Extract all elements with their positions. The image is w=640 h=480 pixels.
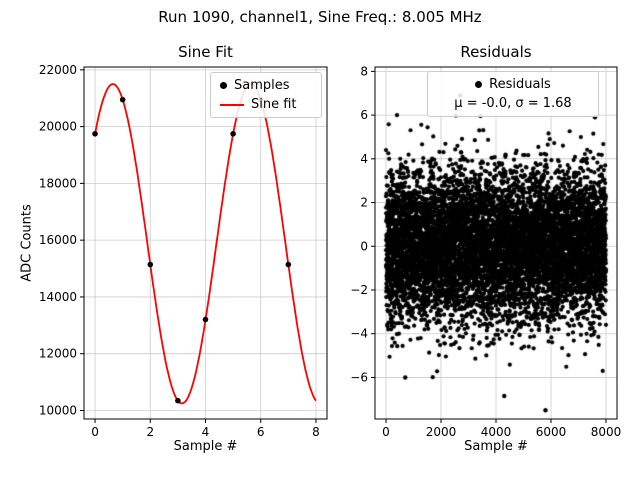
sample-point [202,316,209,323]
y-tick-label: −6 [350,370,368,384]
residuals-scatter-canvas [375,67,617,419]
y-tick-label: 16000 [39,233,77,247]
legend-entry-samples: Samples [220,76,312,95]
sample-point [285,261,292,268]
y-tick-label: 12000 [39,347,77,361]
y-tick-label: 0 [360,239,368,253]
sine-fit-legend: Samples Sine fit [210,72,322,118]
x-tick-label: 4 [202,425,210,439]
sample-point [175,397,181,404]
residuals-legend: Residuals μ = -0.0, σ = 1.68 [427,71,599,117]
y-tick-label: 4 [360,152,368,166]
sample-point [92,130,98,137]
residuals-stats-label: μ = -0.0, σ = 1.68 [454,96,572,111]
y-tick-label: 14000 [39,290,77,304]
residuals-dot-marker-icon [475,81,483,88]
x-tick-label: 6 [257,425,265,439]
x-tick-label: 4000 [481,425,512,439]
x-tick-label: 0 [382,425,390,439]
x-tick-label: 8 [312,425,320,439]
sine-fit-xaxis-label: Sample # [173,439,238,454]
samples-dot-marker-icon [220,82,227,89]
y-tick-label: 6 [360,108,368,122]
y-tick-label: 2 [360,196,368,210]
y-tick-label: 18000 [39,176,77,190]
residuals-xaxis-label: Sample # [464,439,528,454]
x-tick-label: 8000 [591,425,622,439]
x-tick-label: 6000 [536,425,567,439]
y-tick-label: 20000 [39,120,77,134]
legend-label-sine-fit: Sine fit [251,97,297,112]
sine-fit-yaxis-label: ADC Counts [19,204,35,282]
sine-fit-line-marker-icon [220,103,244,106]
residuals-plot-title: Residuals [460,43,532,61]
sample-point [147,261,154,268]
legend-entry-residuals: Residuals [437,75,589,94]
y-tick-label: 10000 [39,403,77,417]
y-tick-label: −2 [350,283,368,297]
sample-point [119,96,126,103]
sample-point [230,131,236,137]
legend-entry-sine-fit: Sine fit [220,95,312,114]
sine-fit-plot-title: Sine Fit [178,43,233,61]
y-tick-label: −4 [350,327,368,341]
x-tick-label: 0 [91,425,99,439]
x-tick-label: 2 [146,425,154,439]
y-tick-label: 22000 [39,63,77,77]
legend-label-samples: Samples [234,78,290,93]
legend-label-residuals: Residuals [489,77,551,92]
y-tick-label: 8 [360,64,368,78]
x-tick-label: 2000 [426,425,457,439]
figure-title: Run 1090, channel1, Sine Freq.: 8.005 MH… [158,8,482,26]
